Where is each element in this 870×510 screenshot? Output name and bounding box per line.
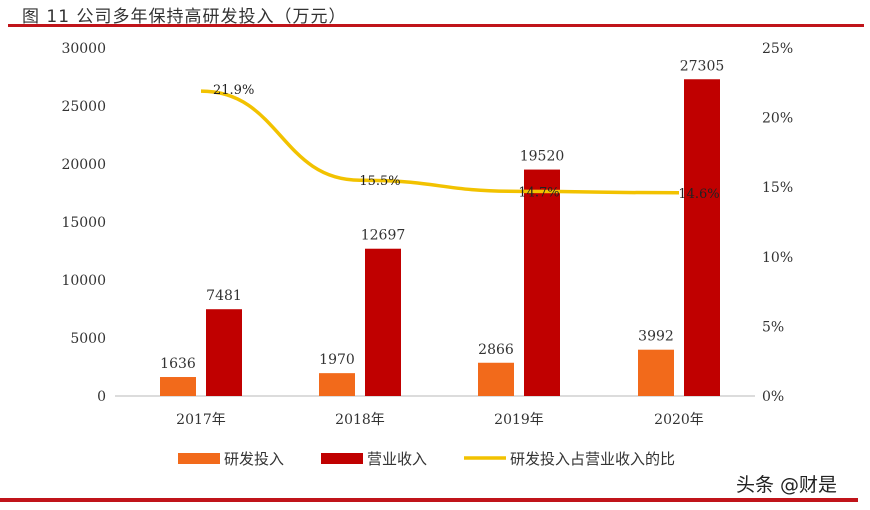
ratio-label: 14.6% — [678, 187, 719, 202]
revenue-bar-label: 27305 — [680, 58, 725, 74]
y-right-tick-label: 20% — [762, 111, 793, 127]
legend-label: 营业收入 — [367, 450, 427, 468]
rd-bar-label: 2866 — [478, 342, 514, 358]
rd-bar — [319, 373, 355, 396]
x-tick-label: 2019年 — [494, 412, 544, 428]
rd-bar-label: 3992 — [638, 329, 674, 345]
chart-title: 图 11 公司多年保持高研发投入（万元） — [22, 7, 347, 27]
ratio-label: 21.9% — [213, 83, 254, 98]
ratio-label: 14.7% — [518, 185, 559, 200]
y-left-tick-label: 30000 — [61, 41, 106, 57]
revenue-bar — [684, 79, 720, 397]
rd-bar-label: 1970 — [319, 352, 355, 368]
y-right-tick-label: 15% — [762, 180, 793, 196]
ratio-line — [200, 89, 680, 195]
y-left-tick-label: 15000 — [61, 215, 106, 231]
ratio-label: 15.5% — [359, 174, 400, 189]
y-left-tick-label: 5000 — [70, 331, 106, 347]
watermark: 头条 @财是 — [736, 474, 838, 496]
y-right-tick-label: 25% — [762, 41, 793, 57]
legend-label: 研发投入 — [224, 450, 284, 468]
x-tick-label: 2020年 — [654, 412, 704, 428]
revenue-bar — [206, 309, 242, 396]
rd-bar — [478, 362, 514, 396]
y-left-tick-label: 10000 — [61, 273, 106, 289]
x-tick-label: 2017年 — [176, 412, 226, 428]
revenue-bar-label: 19520 — [520, 149, 565, 165]
y-right-tick-label: 5% — [762, 319, 784, 335]
revenue-bar-label: 7481 — [206, 288, 242, 304]
revenue-bar — [524, 169, 560, 396]
y-left-tick-label: 25000 — [61, 99, 106, 115]
revenue-bar — [365, 248, 401, 396]
bottom-rule — [0, 498, 858, 502]
y-right-tick-label: 0% — [762, 389, 784, 405]
revenue-bar-label: 12697 — [361, 228, 406, 244]
legend-swatch-1 — [321, 453, 363, 464]
legend-swatch-0 — [178, 453, 220, 464]
y-right-tick-label: 10% — [762, 250, 793, 266]
rd-bar-label: 1636 — [160, 356, 196, 372]
y-left-tick-label: 20000 — [61, 157, 106, 173]
x-tick-label: 2018年 — [335, 412, 385, 428]
rd-bar — [638, 349, 674, 396]
rd-bar — [160, 377, 196, 396]
y-left-tick-label: 0 — [97, 389, 106, 405]
legend-label: 研发投入占营业收入的比 — [510, 450, 675, 468]
title-rule — [8, 24, 864, 27]
